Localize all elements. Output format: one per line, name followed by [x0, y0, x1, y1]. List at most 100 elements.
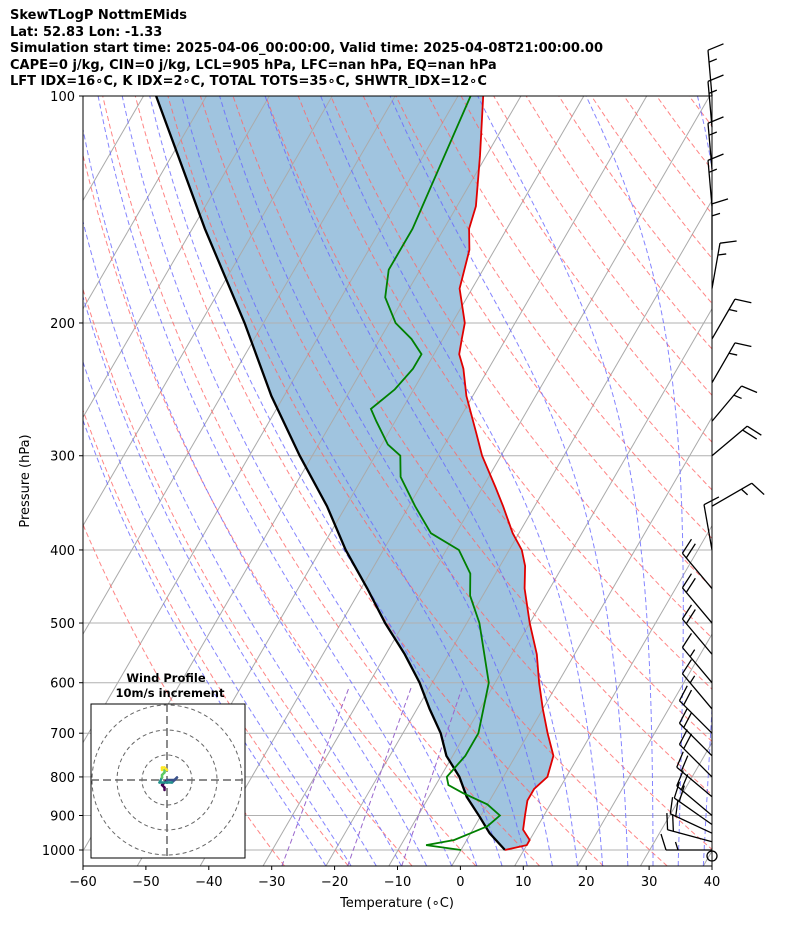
dry-adiabat — [688, 96, 712, 128]
barb-shaft — [679, 700, 713, 734]
wind-barb — [676, 751, 713, 798]
x-axis-label: Temperature (∘C) — [339, 896, 454, 911]
isotherm — [0, 79, 90, 866]
wind-barb — [678, 685, 713, 734]
mixing-ratio-line — [347, 687, 412, 866]
dewpoint-line — [369, 96, 502, 851]
barb-half-flag — [708, 131, 718, 136]
y-tick-label: 700 — [50, 727, 75, 742]
y-axis-label: Pressure (hPa) — [18, 434, 33, 527]
barb-flag — [681, 659, 693, 675]
wind-barb — [678, 729, 713, 778]
barb-flag — [681, 633, 693, 648]
barb-shaft — [711, 298, 736, 340]
moist-adiabat — [585, 96, 684, 866]
isotherm — [199, 96, 648, 866]
barb-half-flag — [708, 58, 718, 63]
isotherm — [83, 96, 333, 527]
barb-flag — [683, 733, 693, 749]
barb-shaft — [711, 482, 753, 507]
barb-shaft — [679, 722, 713, 757]
barb-flag — [669, 797, 674, 814]
dry-adiabat — [102, 96, 540, 866]
mixing-ratio-line — [401, 687, 463, 866]
barb-half-flag — [689, 649, 696, 658]
wind-barb — [681, 633, 713, 684]
isotherm — [325, 199, 712, 866]
x-tick-label: 40 — [704, 875, 721, 890]
location-line: Lat: 52.83 Lon: -1.33 — [10, 24, 163, 40]
barb-shaft — [681, 587, 713, 624]
wind-barbs — [660, 43, 765, 862]
barb-flag — [719, 240, 737, 244]
barb-shaft — [703, 504, 713, 551]
isotherm — [83, 96, 207, 310]
isotherm — [83, 96, 459, 744]
dry-adiabat — [265, 96, 712, 743]
barb-shaft — [707, 123, 713, 170]
barb-flag — [681, 538, 693, 554]
chart-title: SkewTLogP NottmEMids — [10, 8, 188, 23]
barb-flag — [742, 429, 758, 440]
wind-barb — [678, 708, 713, 757]
index-line: LFT IDX=16∘C, K IDX=2∘C, TOTAL TOTS=35∘C… — [10, 74, 487, 89]
barb-flag — [660, 833, 667, 851]
x-tick-label: 20 — [578, 875, 595, 890]
mixing-ratio-line — [281, 687, 350, 866]
barb-half-flag — [711, 212, 721, 217]
barb-flag — [707, 116, 724, 124]
wind-barb — [669, 797, 713, 834]
dry-adiabat — [297, 96, 712, 690]
dry-adiabat — [83, 287, 413, 866]
y-tick-label: 100 — [50, 90, 75, 105]
dry-adiabat — [83, 409, 349, 866]
barb-flag — [678, 729, 688, 745]
moist-adiabat — [83, 360, 352, 866]
y-tick-label: 300 — [50, 450, 75, 465]
dry-adiabat — [623, 96, 712, 215]
moist-adiabat — [219, 96, 553, 866]
cape-cin-shading — [156, 96, 554, 850]
dry-adiabat — [656, 96, 712, 171]
x-tick-label: 10 — [515, 875, 532, 890]
y-tick-label: 600 — [50, 677, 75, 692]
cin-shaded-area — [156, 96, 554, 850]
wind-barb — [711, 425, 762, 457]
barb-flag — [734, 298, 752, 304]
isotherm — [83, 96, 396, 636]
barb-flag — [678, 708, 688, 724]
barb-flag — [703, 496, 720, 506]
barb-shaft — [670, 813, 713, 834]
barb-shaft — [711, 243, 721, 289]
moist-adiabat — [83, 418, 327, 866]
wind-barb — [681, 604, 713, 655]
barb-shaft — [707, 50, 713, 97]
cape-line: CAPE=0 j/kg, CIN=0 j/kg, LCL=905 hPa, LF… — [10, 57, 497, 73]
wind-barb — [707, 153, 724, 207]
y-tick-label: 400 — [50, 544, 75, 559]
wind-barb — [711, 198, 729, 250]
barb-flag — [666, 813, 669, 830]
y-tick-label: 800 — [50, 771, 75, 786]
wind-barb — [711, 482, 765, 507]
wind-barb — [681, 573, 713, 624]
profiles — [155, 96, 555, 851]
barb-flag — [683, 689, 693, 706]
barb-shaft — [707, 81, 713, 128]
x-tick-label: 0 — [456, 875, 464, 890]
barb-shaft — [711, 425, 748, 457]
barb-shaft — [676, 785, 713, 816]
moist-adiabat — [729, 96, 784, 866]
moist-adiabat — [121, 96, 478, 866]
barb-shaft — [711, 385, 743, 422]
dry-adiabat — [722, 96, 794, 866]
barb-shaft — [681, 552, 713, 589]
wind-barb — [676, 770, 713, 816]
barb-flag — [678, 685, 688, 701]
barb-half-flag — [674, 841, 679, 851]
barb-shaft — [679, 743, 713, 778]
barb-shaft — [681, 673, 713, 710]
dry-adiabat — [558, 96, 712, 305]
wind-barb — [707, 43, 724, 97]
